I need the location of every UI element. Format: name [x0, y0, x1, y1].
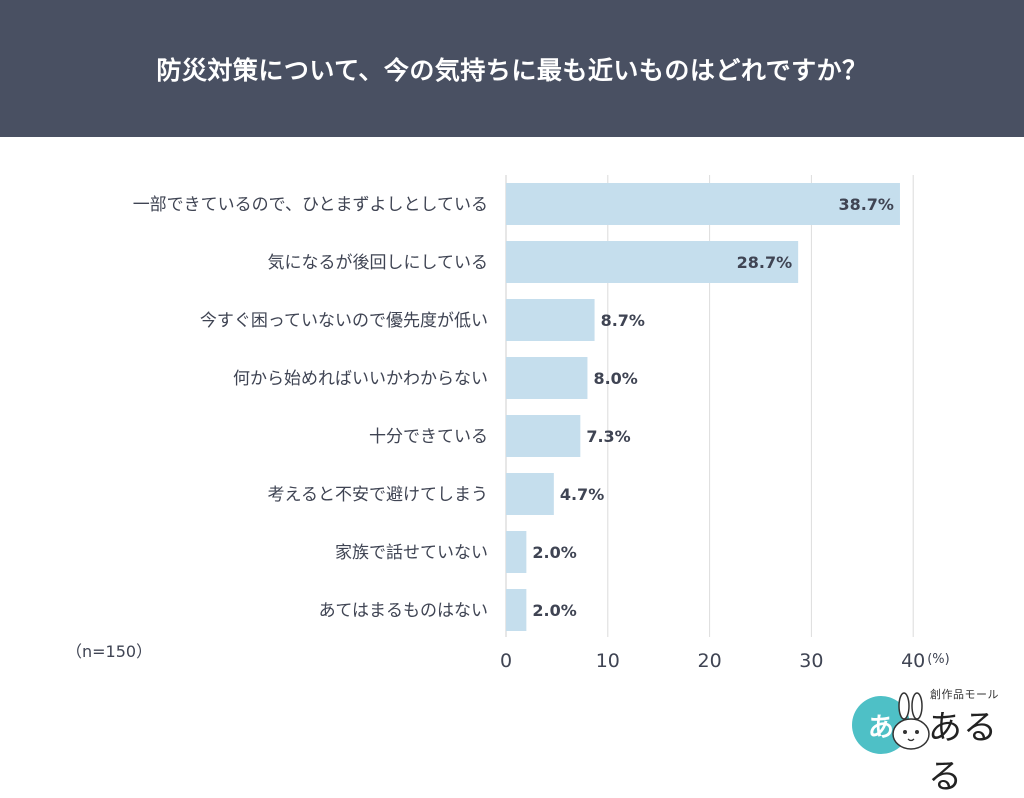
category-label: あてはまるものはない	[319, 601, 488, 621]
tick-label: 30	[799, 650, 823, 672]
bar	[506, 589, 527, 631]
logo-name: あるる	[928, 708, 998, 797]
tick-label: 20	[698, 650, 722, 672]
category-label: 今すぐ困っていないので優先度が低い	[200, 311, 488, 331]
value-label: 7.3%	[586, 427, 630, 446]
category-label: 考えると不安で避けてしまう	[268, 485, 489, 505]
category-label: 何から始めればいいかわからない	[233, 369, 488, 389]
logo-circle-text: あ	[867, 712, 894, 743]
value-label: 8.7%	[601, 311, 645, 330]
rabbit-icon	[892, 692, 930, 750]
tick-label: 40	[901, 650, 925, 672]
value-label: 38.7%	[838, 195, 894, 214]
value-label: 8.0%	[593, 369, 637, 388]
bar	[506, 473, 554, 515]
bar-chart: 一部できているので、ひとまずよしとしている 38.7% 気になるが後回しにしている 2…	[133, 175, 950, 672]
category-label: 十分できている	[369, 427, 488, 447]
bar	[506, 415, 581, 457]
logo-subtitle: 創作品モール	[930, 688, 999, 701]
category-label: 家族で話せていない	[335, 543, 488, 563]
value-label: 28.7%	[737, 253, 793, 272]
value-label: 2.0%	[532, 543, 576, 562]
bar	[506, 241, 799, 283]
value-label: 2.0%	[532, 601, 576, 620]
brand-logo: あ 創作品モール あるる	[852, 686, 1012, 797]
header-banner: 防災対策について、今の気持ちに最も近いものはどれですか？	[0, 0, 1024, 137]
value-label: 4.7%	[560, 485, 604, 504]
category-label: 気になるが後回しにしている	[268, 253, 489, 273]
bar	[506, 299, 595, 341]
bar	[506, 357, 588, 399]
bar	[506, 183, 900, 225]
page-title: 防災対策について、今の気持ちに最も近いものはどれですか？	[156, 55, 868, 85]
tick-label: 0	[500, 650, 512, 672]
category-label: 一部できているので、ひとまずよしとしている	[133, 195, 488, 215]
tick-label: 10	[596, 650, 620, 672]
sample-size-note: （n=150）	[66, 642, 153, 661]
bar	[506, 531, 527, 573]
unit-label: (%)	[927, 652, 950, 667]
